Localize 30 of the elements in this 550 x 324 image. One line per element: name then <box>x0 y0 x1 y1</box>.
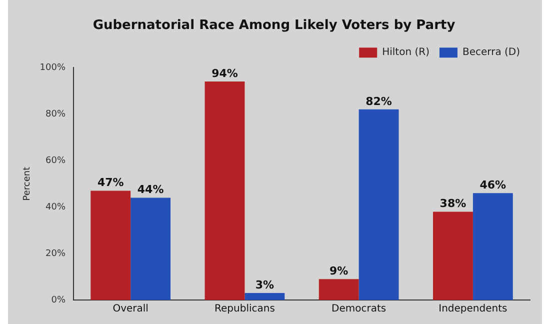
x-tick-label: Republicans <box>214 304 275 315</box>
bar <box>433 212 473 300</box>
data-label: 3% <box>255 278 274 292</box>
y-tick-label: 60% <box>46 156 66 166</box>
bar <box>244 293 285 300</box>
x-tick-label: Independents <box>438 304 508 315</box>
data-label: 82% <box>366 94 392 108</box>
data-label: 38% <box>440 197 466 210</box>
bar <box>204 82 245 300</box>
y-tick-label: 20% <box>46 248 66 259</box>
x-tick-label: Overall <box>112 304 148 315</box>
x-tick-label: Democrats <box>332 304 386 315</box>
chart-title: Gubernatorial Race Among Likely Voters by Party <box>92 18 456 34</box>
legend-label: Hilton (R) <box>382 47 430 58</box>
legend-label: Becerra (D) <box>462 47 520 58</box>
data-label: 94% <box>212 66 238 80</box>
y-axis-title: Percent <box>22 166 33 201</box>
data-label: 9% <box>330 264 348 278</box>
bar <box>90 190 131 300</box>
y-tick-label: 0% <box>51 295 66 306</box>
bar <box>472 193 513 300</box>
data-label: 47% <box>97 176 124 190</box>
y-tick-label: 40% <box>46 202 66 212</box>
bar <box>358 109 399 300</box>
data-label: 44% <box>137 183 164 196</box>
data-label: 46% <box>480 178 506 192</box>
bar <box>318 279 359 300</box>
y-tick-label: 80% <box>46 109 66 120</box>
bar <box>130 198 171 300</box>
y-tick-label: 100% <box>40 62 66 73</box>
